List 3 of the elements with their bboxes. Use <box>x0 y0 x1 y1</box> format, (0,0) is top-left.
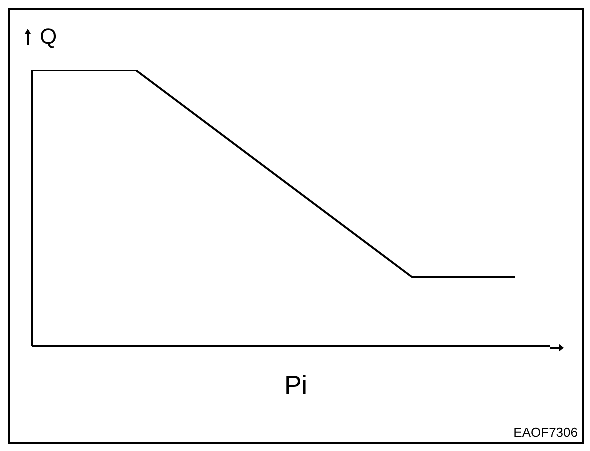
y-axis-title: Q <box>40 24 58 50</box>
x-axis-title: Pi <box>283 370 309 401</box>
text: EAOF7306 <box>514 425 578 440</box>
